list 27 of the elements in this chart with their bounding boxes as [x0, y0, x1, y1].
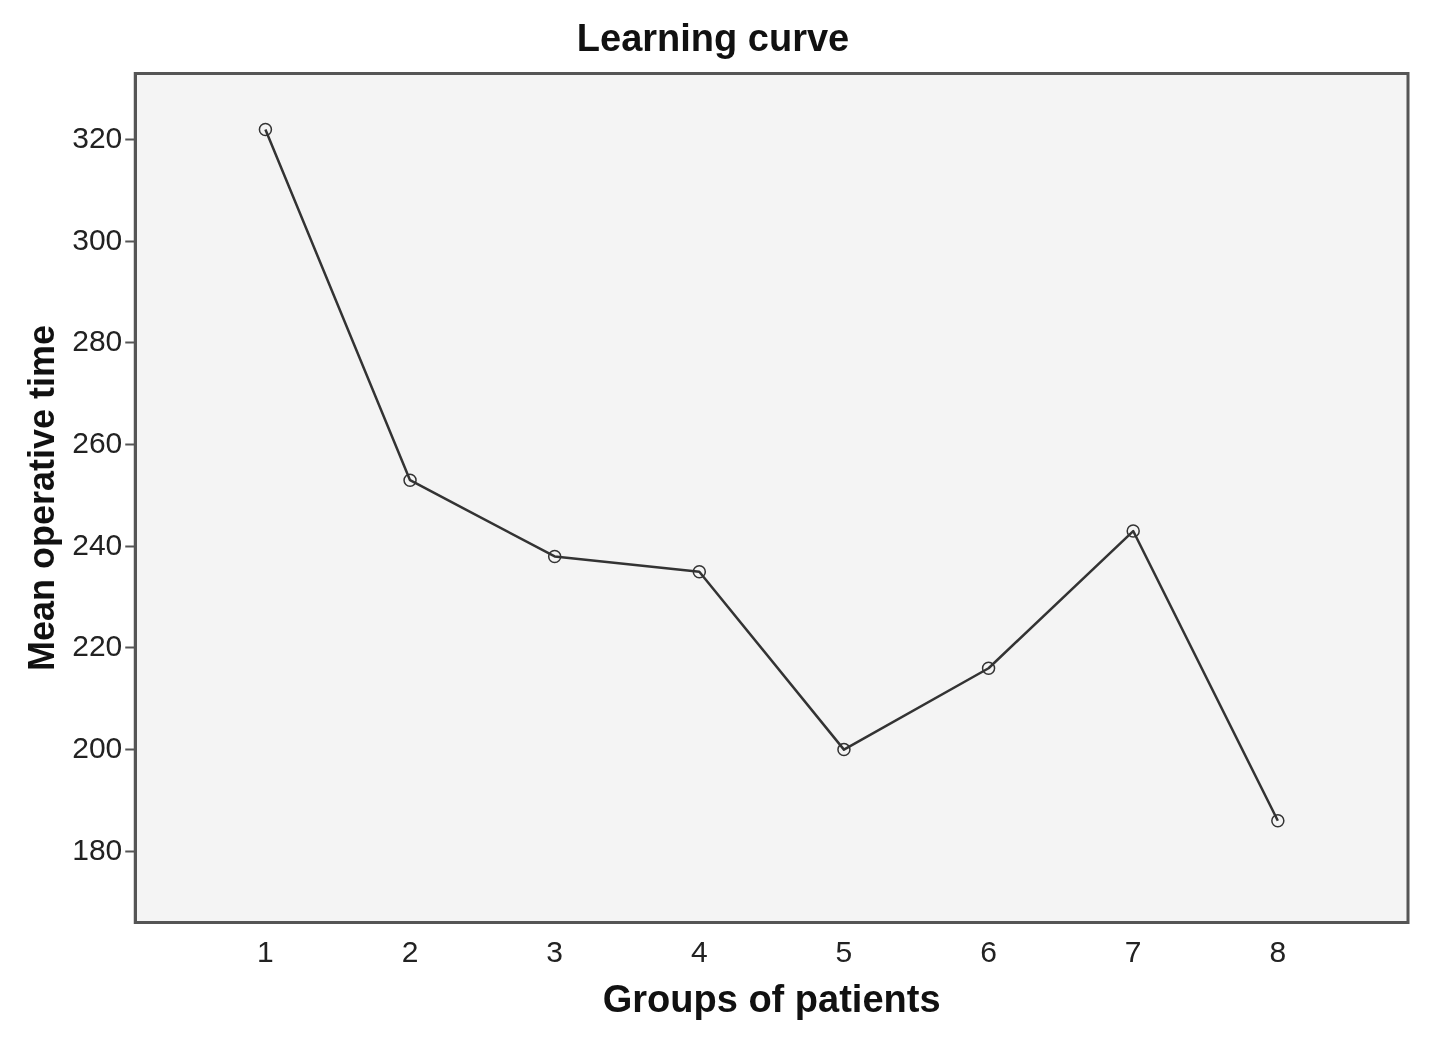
x-tick-label: 8	[1269, 934, 1287, 968]
x-tick-label: 3	[546, 934, 564, 968]
y-tick-label: 180	[72, 832, 123, 866]
y-tick-label: 200	[72, 730, 123, 764]
x-tick-label: 4	[690, 934, 708, 968]
y-tick-label: 300	[72, 222, 123, 256]
point	[837, 742, 851, 757]
x-axis-title: Groups of patients	[602, 977, 941, 1020]
x-tick-label: 6	[980, 934, 997, 968]
point	[692, 564, 707, 579]
point	[1271, 814, 1285, 828]
x-tick-label: 2	[401, 934, 419, 968]
point	[981, 661, 996, 676]
x-tick-label: 7	[1124, 934, 1142, 968]
y-tick-label: 260	[72, 425, 123, 459]
y-tick-label: 240	[72, 527, 123, 561]
x-tick-label: 5	[835, 934, 853, 968]
point	[547, 549, 562, 564]
x-tick-label: 1	[257, 934, 274, 968]
y-axis-title: Mean operative time	[20, 324, 62, 672]
point	[1126, 524, 1140, 538]
point	[403, 473, 417, 487]
y-tick-label: 320	[72, 120, 123, 154]
y-tick-label: 280	[72, 324, 123, 358]
y-tick-label: 220	[72, 629, 123, 663]
point	[258, 122, 273, 137]
chart-title: Learning curve	[576, 17, 850, 60]
